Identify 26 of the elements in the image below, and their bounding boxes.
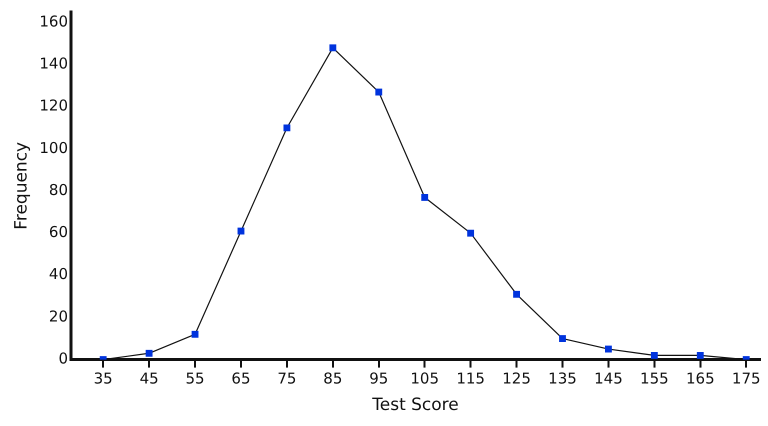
y-tick-label: 160 [39, 12, 68, 30]
y-axis-title: Frequency [12, 142, 32, 230]
x-tick-label: 75 [277, 369, 296, 388]
y-tick-label: 20 [48, 307, 68, 326]
x-tick-label: 85 [323, 369, 342, 388]
y-tick-label: 60 [48, 223, 68, 242]
y-tick-label: 40 [48, 265, 68, 284]
y-tick-label: 0 [58, 349, 68, 368]
y-tick-label: 120 [39, 96, 68, 115]
x-tick-label: 155 [640, 369, 669, 388]
y-tick-label: 100 [39, 138, 68, 157]
x-tick-label: 115 [456, 369, 485, 388]
x-tick-label: 35 [94, 369, 113, 388]
y-tick-label: 80 [48, 180, 68, 199]
x-tick-label: 125 [502, 369, 531, 388]
x-tick-label: 105 [410, 369, 440, 388]
y-tick-label: 140 [39, 54, 68, 73]
x-tick-label: 45 [140, 369, 159, 388]
x-tick-label: 165 [686, 369, 715, 388]
x-tick-label: 65 [231, 369, 251, 388]
x-tick-label: 55 [186, 369, 205, 388]
x-tick-label: 175 [732, 369, 761, 388]
x-tick-label: 135 [548, 369, 577, 388]
x-axis-title: Test Score [371, 395, 459, 416]
x-tick-label: 95 [369, 369, 388, 388]
x-tick-label: 145 [594, 369, 623, 388]
